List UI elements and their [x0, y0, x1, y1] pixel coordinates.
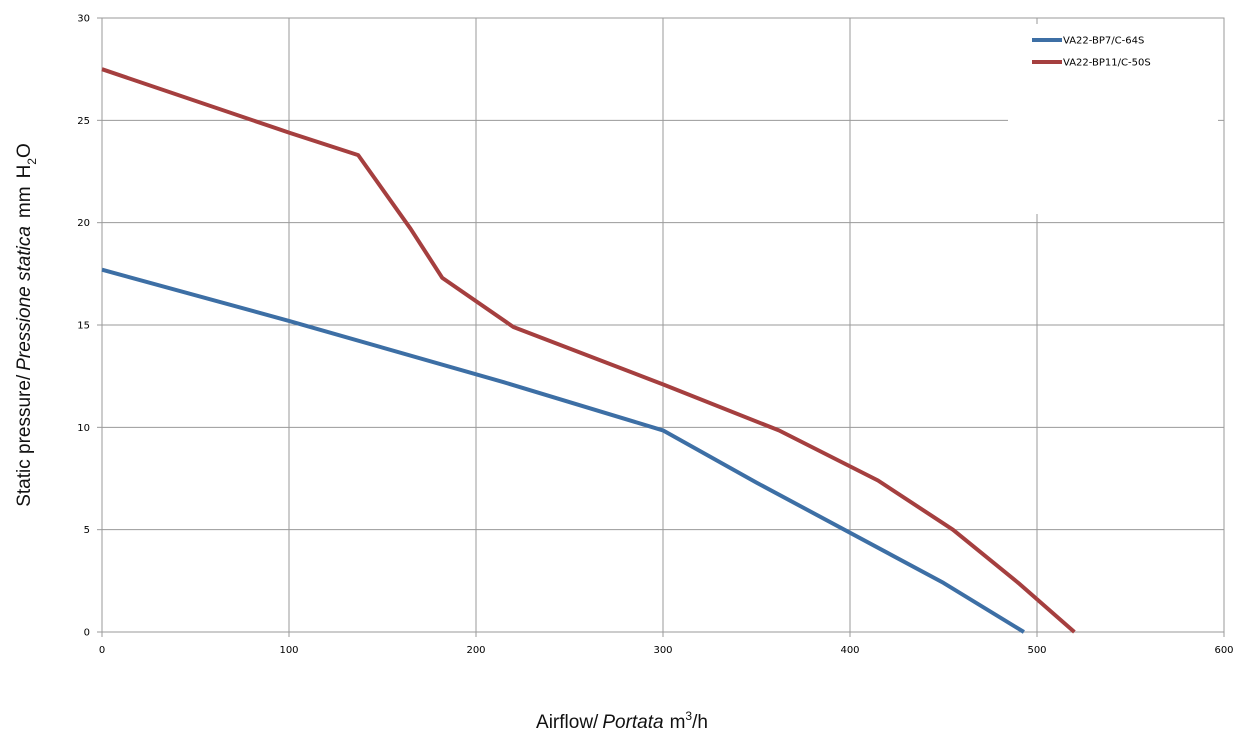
series-line-1 — [101, 267, 1025, 634]
legend-label-1: VA22-BP7/C-64S — [1063, 36, 1144, 47]
x-tick-label: 500 — [1027, 645, 1046, 656]
x-tick-label: 100 — [279, 645, 298, 656]
x-tick-labels: 0 100 200 300 400 500 600 — [99, 645, 1234, 656]
x-tick-label: 200 — [466, 645, 485, 656]
chart-legend: VA22-BP7/C-64S VA22-BP11/C-50S — [1008, 24, 1218, 214]
y-tick-labels: 0 5 10 15 20 25 30 — [77, 14, 90, 639]
x-tick-label: 400 — [840, 645, 859, 656]
x-axis-label: Airflow/Portata m3/h — [536, 709, 708, 733]
legend-box — [1008, 24, 1218, 214]
legend-label-2: VA22-BP11/C-50S — [1063, 58, 1151, 69]
y-tick-label: 10 — [77, 423, 90, 434]
y-tick-label: 15 — [77, 321, 90, 332]
series-line-2 — [101, 67, 1076, 634]
y-tick-label: 0 — [84, 628, 90, 639]
y-tick-label: 20 — [77, 218, 90, 229]
y-tick-label: 5 — [84, 525, 90, 536]
x-tick-label: 600 — [1214, 645, 1233, 656]
series-lines — [101, 67, 1076, 634]
x-tick-label: 300 — [653, 645, 672, 656]
y-tick-label: 25 — [77, 116, 90, 127]
y-axis-label: Static pressure/Pressione staticammH2O — [14, 143, 39, 507]
x-tick-label: 0 — [99, 645, 105, 656]
y-tick-label: 30 — [77, 14, 90, 25]
